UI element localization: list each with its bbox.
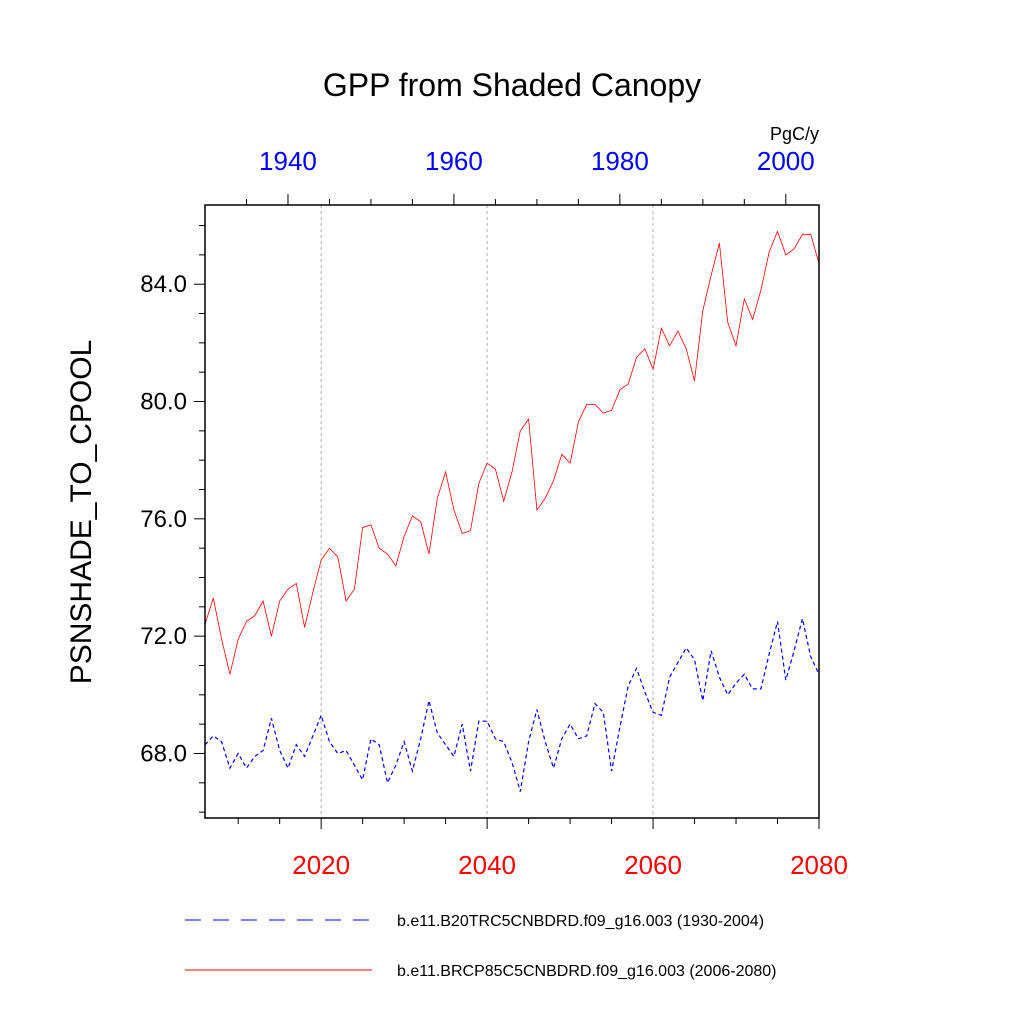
chart-title: GPP from Shaded Canopy: [323, 67, 701, 103]
series-line-historical: [204, 618, 820, 792]
units-label: PgC/y: [770, 124, 819, 144]
x-top-tick-label: 2000: [757, 146, 815, 176]
y-tick-label: 84.0: [140, 271, 187, 298]
series-lines: [204, 230, 820, 792]
x-top-tick-label: 1980: [591, 146, 649, 176]
y-tick-label: 80.0: [140, 389, 187, 416]
x-bottom-tick-label: 2080: [790, 850, 848, 880]
x-top-tick-label: 1940: [259, 146, 317, 176]
x-top-tick-label: 1960: [425, 146, 483, 176]
y-tick-label: 72.0: [140, 623, 187, 650]
y-axis-label: PSNSHADE_TO_CPOOL: [65, 340, 98, 685]
plot-frame: [204, 204, 820, 819]
legend: b.e11.B20TRC5CNBDRD.f09_g16.003 (1930-20…: [185, 913, 776, 980]
y-tick-label: 76.0: [140, 506, 187, 533]
x-bottom-tick-label: 2040: [458, 850, 516, 880]
legend-label-historical: b.e11.B20TRC5CNBDRD.f09_g16.003 (1930-20…: [397, 913, 764, 930]
series-line-rcp85: [204, 230, 820, 675]
x-bottom-tick-label: 2060: [624, 850, 682, 880]
y-tick-label: 68.0: [140, 740, 187, 767]
axes: 68.0 72.0 76.0 80.0 84.0 2020 2040 2060 2080 1940…: [140, 146, 848, 880]
grid-lines: [320, 205, 654, 818]
legend-label-rcp85: b.e11.BRCP85C5CNBDRD.f09_g16.003 (2006-2…: [397, 963, 776, 980]
x-bottom-tick-label: 2020: [292, 850, 350, 880]
